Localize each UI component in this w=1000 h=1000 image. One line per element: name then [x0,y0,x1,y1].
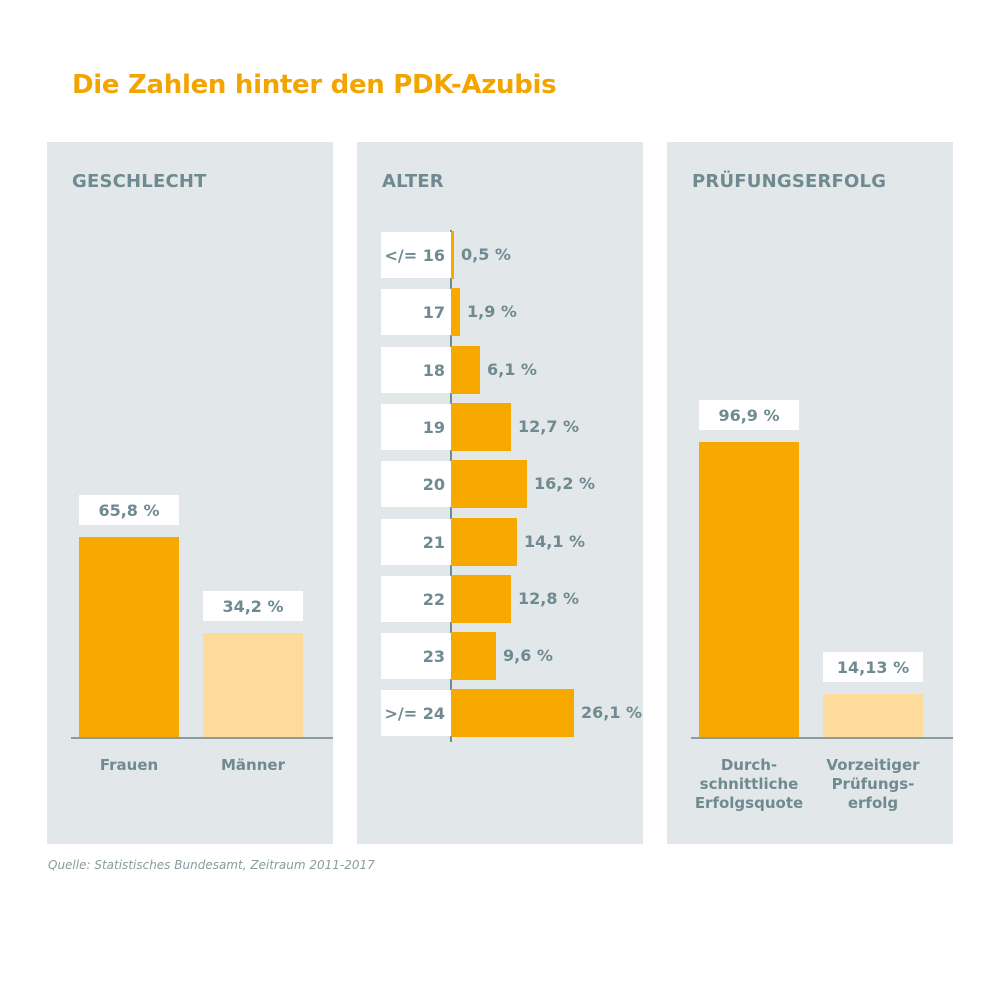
age-value-label-6: 14,1 % [524,532,586,551]
exam-chart-title: PRÜFUNGSERFOLG [692,171,887,192]
source-note: Quelle: Statistisches Bundesamt, Zeitrau… [48,858,375,872]
age-chart-panel: ALTER </= 16 0,5 % 17 1,9 % 18 6,1 % 19 12,7 % 2… [357,142,643,844]
age-bar-8 [451,632,496,680]
age-value-label-3: 6,1 % [487,360,537,379]
age-bar-5 [451,460,527,508]
exam-value-label-2: 14,13 % [823,652,923,682]
age-category-label-8: 23 [381,633,451,679]
age-category-label-9: >/= 24 [381,690,451,736]
exam-chart-panel: PRÜFUNGSERFOLG 96,9 % Durch-schnittliche E… [667,142,953,844]
gender-bar-2 [203,633,303,737]
age-value-label-9: 26,1 % [581,703,643,722]
age-bar-4 [451,403,511,451]
age-category-label-5: 20 [381,461,451,507]
age-value-label-5: 16,2 % [534,474,596,493]
age-category-label-6: 21 [381,519,451,565]
gender-category-label-1: Frauen [99,756,159,774]
gender-chart-title: GESCHLECHT [72,171,207,192]
gender-chart-panel: GESCHLECHT 65,8 % Frauen 34,2 % Männer [47,142,333,844]
age-category-label-7: 22 [381,576,451,622]
age-category-label-3: 18 [381,347,451,393]
gender-value-label-2: 34,2 % [203,591,303,621]
exam-baseline [691,737,953,739]
gender-baseline [71,737,333,739]
age-bar-9 [451,689,574,737]
age-value-label-2: 1,9 % [467,302,517,321]
age-value-label-4: 12,7 % [518,417,580,436]
exam-category-label-1: Durch-schnittliche Erfolgsquote [694,756,804,812]
age-category-label-1: </= 16 [381,232,451,278]
age-bar-6 [451,518,517,566]
age-chart-title: ALTER [382,171,444,192]
age-category-label-4: 19 [381,404,451,450]
age-bar-2 [451,288,460,336]
exam-category-label-2: Vorzeitiger Prüfungs-erfolg [826,756,920,812]
gender-category-label-2: Männer [221,756,285,774]
age-value-label-8: 9,6 % [503,646,553,665]
age-value-label-1: 0,5 % [461,245,511,264]
age-bar-7 [451,575,511,623]
age-bar-3 [451,346,480,394]
age-value-label-7: 12,8 % [518,589,580,608]
exam-bar-2 [823,694,923,737]
page-title: Die Zahlen hinter den PDK-Azubis [72,70,557,100]
age-category-label-2: 17 [381,289,451,335]
exam-value-label-1: 96,9 % [699,400,799,430]
gender-bar-1 [79,537,179,737]
gender-value-label-1: 65,8 % [79,495,179,525]
age-bar-1 [451,231,454,279]
exam-bar-1 [699,442,799,737]
